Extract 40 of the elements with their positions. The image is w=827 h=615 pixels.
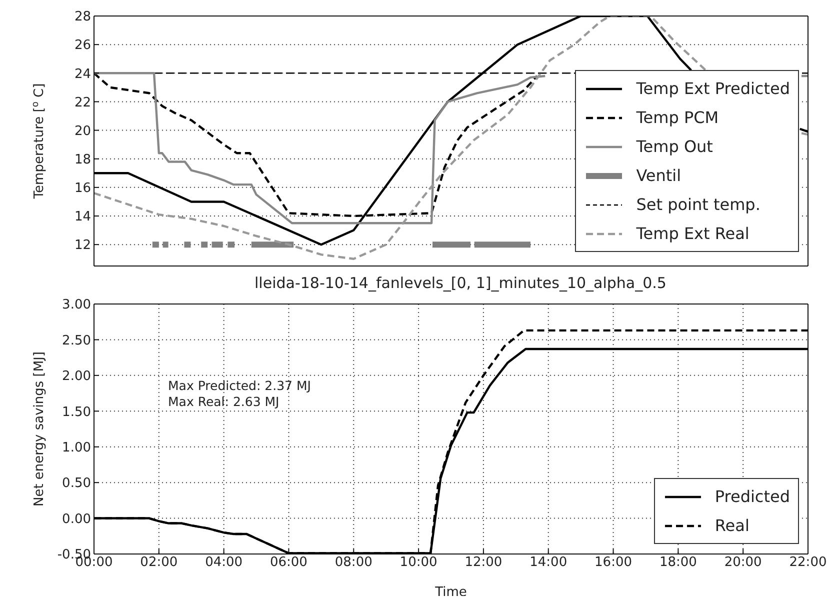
y-tick-label: 24 [74,66,91,82]
legend-label: Temp Ext Real [636,224,750,243]
legend-label: Temp Out [636,137,713,156]
x-axis-title: Time [434,585,467,600]
y-tick-label: 2.00 [62,369,91,384]
x-tick-label: 12:00 [464,555,502,570]
annotation: Max Real: 2.63 MJ [168,394,280,410]
y-tick-label: 18 [74,152,91,168]
y-tick-label: 3.00 [62,298,91,313]
y-tick-label: 2.50 [62,333,91,348]
x-tick-label: 16:00 [594,555,632,570]
annotation: Max Predicted: 2.37 MJ [168,378,311,394]
legend-label: Ventil [636,166,682,185]
x-tick-label: 04:00 [205,555,243,570]
y-tick-label: 22 [74,95,91,110]
legend-label: Temp PCM [636,108,719,127]
y-tick-label: 0.00 [62,512,91,527]
legend-label: Temp Ext Predicted [636,79,790,98]
x-tick-label: 20:00 [724,555,762,570]
y-tick-label: 0.50 [62,476,91,492]
x-tick-label: 08:00 [334,555,372,570]
x-tick-label: 22:00 [789,555,827,570]
legend-label: Predicted [714,487,790,506]
x-tick-label: 10:00 [400,555,438,570]
chart-title: lleida-18-10-14_fanlevels_[0, 1]_minutes_10_alpha_0.5 [254,274,668,294]
y-tick-label: 14 [74,210,91,225]
y-tick-label: 20 [74,124,91,139]
y-tick-label: 12 [74,238,91,254]
y-tick-label: 1.00 [62,440,91,456]
legend-label: Set point temp. [636,195,760,214]
y-tick-label: 1.50 [62,404,91,420]
y-axis-title: Net energy savings [MJ] [32,351,47,507]
y-tick-label: 26 [74,38,91,54]
x-tick-label: 02:00 [140,555,178,570]
y-tick-label: 28 [74,10,91,25]
y-tick-label: 16 [74,181,91,196]
x-tick-label: 18:00 [659,555,697,570]
legend-label: Real [714,516,750,535]
x-tick-label: 14:00 [530,555,568,570]
x-tick-label: 06:00 [270,555,308,570]
